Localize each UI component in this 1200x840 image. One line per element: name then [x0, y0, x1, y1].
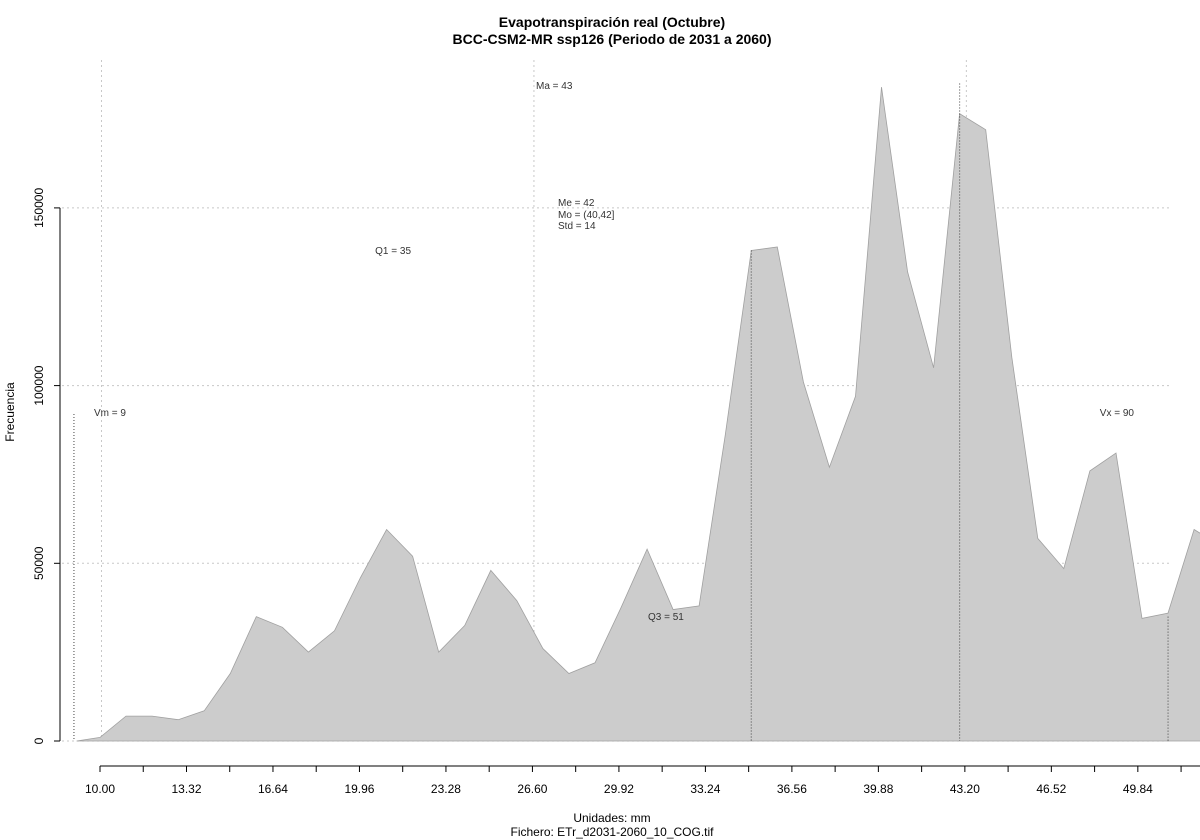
x-tick-label: 43.20 [950, 782, 980, 796]
y-tick-label: 150000 [32, 188, 46, 228]
x-tick-label: 23.28 [431, 782, 461, 796]
frequency-area [76, 87, 1200, 742]
annotation-q1: Q1 = 35 [375, 246, 411, 257]
x-tick-label: 49.84 [1123, 782, 1153, 796]
x-tick-label: 46.52 [1036, 782, 1066, 796]
x-tick-label: 36.56 [777, 782, 807, 796]
x-tick-label: 19.96 [344, 782, 374, 796]
annotation-mo: Mo = (40,42] [558, 210, 615, 221]
frequency-area-shape [76, 87, 1200, 742]
y-tick-label: 50000 [32, 546, 46, 580]
annotation-vm: Vm = 9 [94, 408, 126, 419]
annotation-std: Std = 14 [558, 221, 596, 232]
x-tick-label: 39.88 [863, 782, 893, 796]
statistic-markers [73, 83, 1169, 741]
x-tick-label: 29.92 [604, 782, 634, 796]
y-tick-label: 100000 [32, 365, 46, 405]
annotation-vx: Vx = 90 [1100, 408, 1135, 419]
y-axis-label: Frecuencia [3, 382, 17, 442]
x-tick-label: 13.32 [171, 782, 201, 796]
y-tick-label: 0 [32, 737, 46, 744]
chart-title: Evapotranspiración real (Octubre) [499, 14, 725, 30]
x-tick-label: 10.00 [85, 782, 115, 796]
chart-subtitle: BCC-CSM2-MR ssp126 (Periodo de 2031 a 20… [453, 31, 772, 47]
x-tick-label: 26.60 [517, 782, 547, 796]
x-axis-label: Unidades: mm [573, 811, 650, 825]
annotation-ma: Ma = 43 [536, 81, 573, 92]
x-tick-label: 16.64 [258, 782, 288, 796]
x-tick-label: 33.24 [690, 782, 720, 796]
annotation-me: Me = 42 [558, 198, 595, 209]
annotation-q3: Q3 = 51 [648, 612, 684, 623]
axes: 10.00 13.32 16.64 19.96 23.28 26.60 29.92 33.24… [32, 188, 1200, 796]
file-caption: Fichero: ETr_d2031-2060_10_COG.tif [511, 825, 715, 839]
